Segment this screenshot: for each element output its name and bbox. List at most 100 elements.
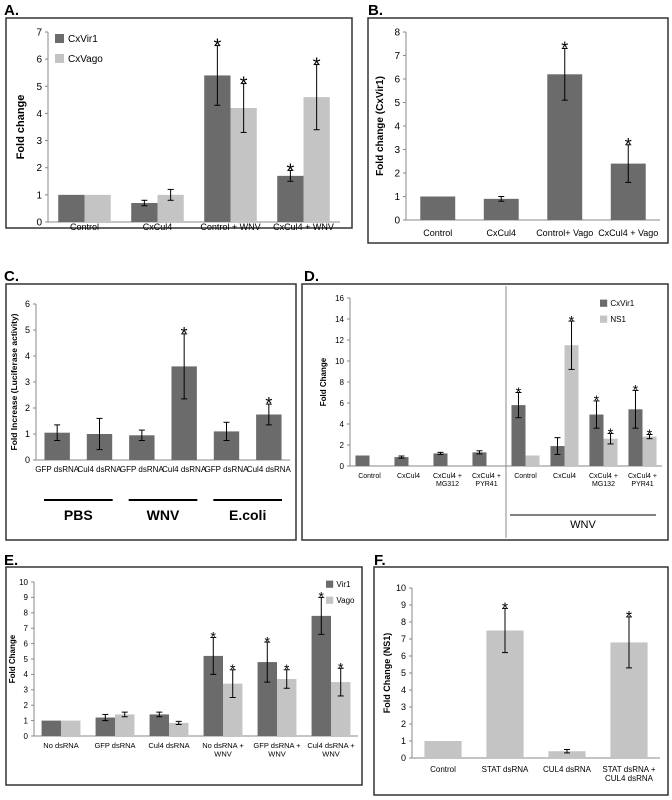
significance-star-d: * [647, 426, 653, 442]
y-tick-label-b: 8 [394, 28, 400, 39]
x-tick-label-b: CxCul4 + Vago [598, 228, 658, 238]
significance-star-a: * [313, 55, 321, 77]
y-tick-label-c: 2 [25, 403, 30, 413]
legend-swatch-d [600, 315, 608, 323]
significance-star-b: * [625, 135, 632, 155]
y-tick-label-a: 1 [36, 190, 42, 201]
y-tick-label-f: 8 [401, 617, 406, 627]
bar-d [589, 414, 604, 466]
y-tick-label-e: 7 [24, 624, 29, 633]
significance-star-e: * [284, 661, 290, 677]
x-tick-label-f: CUL4 dsRNA [543, 765, 592, 774]
y-tick-label-d: 16 [335, 294, 344, 303]
x-tick-label-c: GFP dsRNA [205, 465, 250, 474]
y-tick-label-f: 4 [401, 685, 406, 695]
significance-star-f: * [502, 601, 508, 618]
y-tick-label-f: 0 [401, 753, 406, 763]
bar-e [149, 714, 169, 736]
y-tick-label-e: 8 [24, 609, 29, 618]
y-tick-label-b: 2 [394, 169, 400, 180]
bar-e [41, 720, 61, 736]
bar-d [472, 452, 487, 466]
panel-frame-b [367, 17, 669, 244]
panel-label-d: D. [304, 268, 319, 285]
significance-star-c: * [265, 394, 272, 414]
x-tick-label-e: Cul4 dsRNA [148, 741, 189, 750]
y-tick-label-b: 7 [394, 51, 400, 62]
group-label-c: WNV [147, 507, 180, 523]
legend-swatch-e [326, 580, 334, 588]
x-tick-label-e: GFP dsRNA + WNV [253, 741, 301, 759]
y-axis-label-a: Fold change [15, 95, 27, 160]
legend-swatch-a [55, 34, 64, 43]
y-tick-label-b: 4 [394, 122, 400, 133]
y-tick-label-f: 10 [396, 583, 406, 593]
y-tick-label-e: 6 [24, 639, 29, 648]
bar-e [331, 682, 351, 736]
significance-star-d: * [516, 384, 522, 400]
x-tick-label-e: No dsRNA [43, 741, 78, 750]
legend-label-a: CxVir1 [68, 34, 98, 45]
y-tick-label-d: 6 [340, 399, 345, 408]
panel-frame-d [301, 283, 669, 541]
y-axis-label-d: Fold Change [319, 357, 328, 406]
panel-frame-a [5, 17, 353, 229]
legend-swatch-d [600, 299, 608, 307]
significance-star-d: * [608, 425, 614, 441]
significance-star-e: * [319, 589, 325, 605]
panel-label-e: E. [4, 552, 19, 569]
bar-e [61, 720, 81, 736]
y-tick-label-f: 2 [401, 719, 406, 729]
x-tick-label-d: CxCul4 [553, 473, 576, 480]
group-label-c: E.coli [229, 507, 266, 523]
y-axis-label-c: Fold Increase (Luciferase activity) [9, 313, 19, 450]
bar-e [223, 683, 243, 736]
bar-d [394, 457, 409, 466]
legend-label-a: CxVago [68, 54, 103, 65]
y-tick-label-d: 12 [335, 336, 344, 345]
group-label-c: PBS [64, 507, 93, 523]
y-tick-label-d: 0 [340, 462, 345, 471]
bar-f [548, 751, 586, 758]
y-tick-label-f: 3 [401, 702, 406, 712]
y-axis-label-f: Fold Change (NS1) [382, 633, 392, 714]
x-tick-label-c: GFP dsRNA [120, 465, 165, 474]
bar-e [95, 717, 115, 736]
significance-star-c: * [181, 324, 188, 344]
significance-star-d: * [569, 312, 575, 328]
bar-d [511, 405, 526, 466]
bar-a [84, 194, 111, 222]
y-tick-label-c: 3 [25, 377, 30, 387]
x-tick-label-b: Control [423, 228, 452, 238]
y-tick-label-f: 7 [401, 634, 406, 644]
y-tick-label-a: 5 [36, 82, 42, 93]
y-tick-label-f: 9 [401, 600, 406, 610]
significance-star-d: * [594, 392, 600, 408]
group-label-d: WNV [570, 519, 596, 531]
y-tick-label-a: 0 [36, 218, 42, 229]
y-tick-label-c: 6 [25, 299, 30, 309]
x-tick-label-f: STAT dsRNA [482, 765, 529, 774]
y-tick-label-e: 5 [24, 655, 29, 664]
y-tick-label-e: 2 [24, 701, 29, 710]
y-tick-label-d: 4 [340, 420, 345, 429]
x-tick-label-c: GFP dsRNA [35, 465, 80, 474]
y-tick-label-b: 1 [394, 192, 400, 203]
x-tick-label-d: CxCul4 + PYR41 [472, 473, 501, 488]
y-tick-label-d: 8 [340, 378, 345, 387]
y-tick-label-e: 1 [24, 716, 29, 725]
panel-label-a: A. [4, 2, 19, 19]
y-tick-label-e: 0 [24, 732, 29, 741]
panel-frame-e [5, 566, 363, 786]
legend-label-e: Vir1 [336, 580, 351, 589]
significance-star-e: * [211, 629, 217, 645]
bar-d [355, 455, 370, 466]
x-tick-label-a: CxCul4 + WNV [273, 222, 334, 232]
y-tick-label-f: 5 [401, 668, 406, 678]
x-tick-label-d: Control [514, 473, 537, 480]
x-tick-label-e: GFP dsRNA [94, 741, 135, 750]
x-tick-label-f: Control [430, 765, 456, 774]
significance-star-a: * [240, 74, 248, 96]
bar-a [131, 203, 158, 222]
